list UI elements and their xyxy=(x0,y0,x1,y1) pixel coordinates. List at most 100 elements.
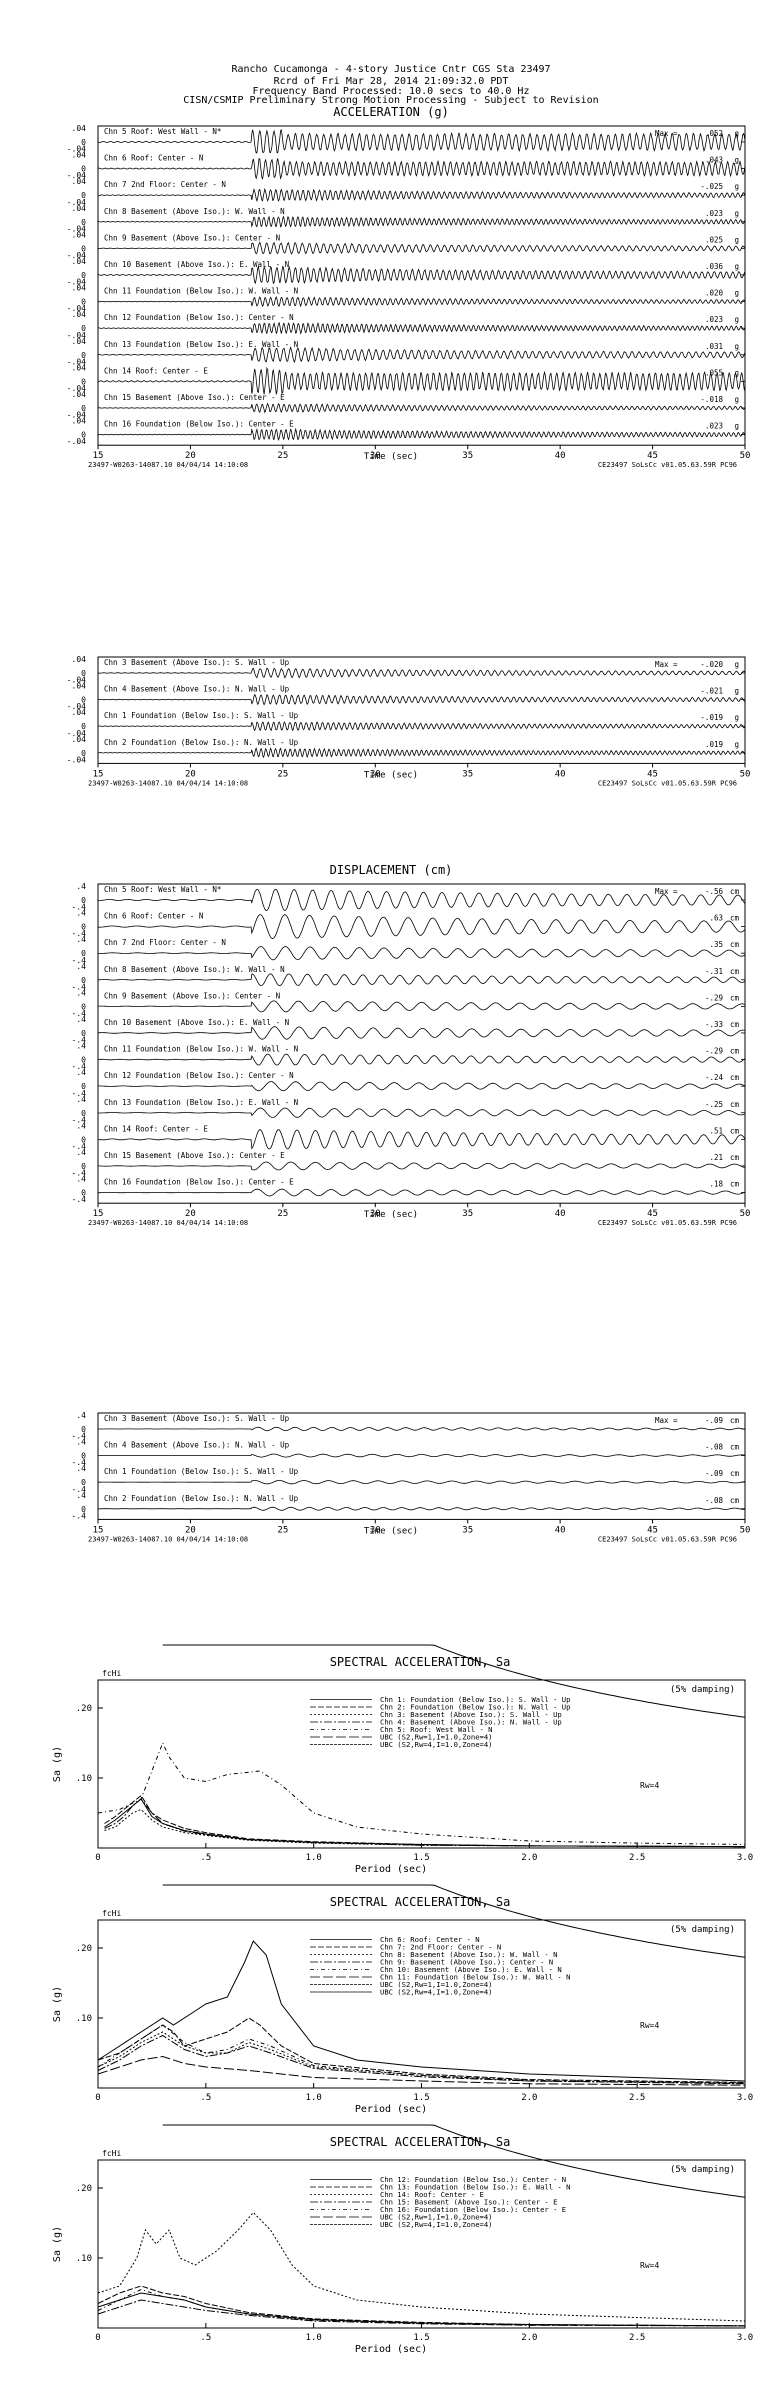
ytick-zero: 0 xyxy=(81,165,86,174)
ytick-label: .20 xyxy=(76,1944,92,1954)
waveform xyxy=(97,1000,746,1013)
channel-max: .020 xyxy=(705,289,724,298)
waveform xyxy=(97,747,746,759)
xtick-label: .5 xyxy=(200,2093,211,2103)
waveform xyxy=(98,265,746,285)
ytick-label-neg: -.04 xyxy=(67,224,86,233)
channel-label: Chn 4 Basement (Above Iso.): N. Wall - U… xyxy=(104,685,290,694)
ytick-zero: 0 xyxy=(81,669,86,678)
xaxis-label: Period (sec) xyxy=(355,1864,427,1875)
damping-label: (5% damping) xyxy=(670,1685,735,1695)
ytick-label: .04 xyxy=(72,708,87,717)
waveform xyxy=(98,1053,746,1066)
xtick-label: 30 xyxy=(370,451,381,461)
ytick-zero: 0 xyxy=(81,1189,86,1198)
channel-unit: g xyxy=(734,235,739,244)
legend-entry: Chn 10: Basement (Above Iso.): E. Wall -… xyxy=(380,1965,562,1974)
channel-max: .055 xyxy=(705,368,723,377)
ytick-label-neg: -.4 xyxy=(72,1009,87,1018)
spectral-title: SPECTRAL ACCELERATION, Sa xyxy=(330,1655,511,1669)
waveform xyxy=(97,187,746,203)
ytick-label: .4 xyxy=(76,882,86,891)
spectrum-series-line xyxy=(97,2288,746,2327)
waveform xyxy=(97,427,746,442)
footer-left: 23497-W0263-14087.10 04/04/14 14:10:08 xyxy=(88,1535,248,1543)
ytick-label-neg: -.04 xyxy=(67,411,86,420)
channel-label: Chn 7 2nd Floor: Center - N xyxy=(104,938,226,947)
legend-entry: Chn 9: Basement (Above Iso.): Center - N xyxy=(380,1958,553,1967)
spectral-title: SPECTRAL ACCELERATION, Sa xyxy=(330,2135,511,2149)
xtick-label: 2.5 xyxy=(629,2093,645,2103)
channel-label: Chn 13 Foundation (Below Iso.): E. Wall … xyxy=(104,1098,298,1107)
xtick-label: 0 xyxy=(95,2093,100,2103)
channel-label: Chn 11 Foundation (Below Iso.): W. Wall … xyxy=(104,287,298,296)
channel-unit: g xyxy=(734,713,739,722)
ytick-label-neg: -.4 xyxy=(72,1115,87,1124)
legend-entry: Chn 6: Roof: Center - N xyxy=(380,1935,480,1944)
ytick-label: .04 xyxy=(72,735,87,744)
ytick-label: .04 xyxy=(72,310,87,319)
ytick-label-neg: -.04 xyxy=(67,171,86,180)
ytick-label: .04 xyxy=(72,390,87,399)
xtick-label: 35 xyxy=(462,1209,473,1219)
channel-label: Chn 14 Roof: Center - E xyxy=(104,366,208,375)
ytick-label: .04 xyxy=(72,284,87,293)
xaxis-label: Time (sec) xyxy=(364,1526,418,1536)
legend-entry: Chn 3: Basement (Above Iso.): S. Wall - … xyxy=(380,1710,562,1719)
xtick-label: 15 xyxy=(93,1525,104,1535)
spectrum-series-line xyxy=(97,2292,746,2327)
ytick-label: .4 xyxy=(76,1068,86,1077)
footer-left: 23497-W0263-14087.10 04/04/14 14:10:08 xyxy=(88,779,248,787)
xtick-label: 20 xyxy=(185,769,196,779)
fchi-label: fcHi xyxy=(102,1909,121,1918)
ytick-zero: 0 xyxy=(81,244,86,253)
channel-unit: g xyxy=(734,368,739,377)
ytick-zero: 0 xyxy=(81,749,86,758)
header-line1: Rancho Cucamonga - 4-story Justice Cntr … xyxy=(231,64,550,75)
panel-frame xyxy=(97,883,746,1204)
channel-unit: cm xyxy=(730,1180,740,1189)
ytick-label-neg: -.04 xyxy=(67,755,86,764)
spectrum-series-line xyxy=(97,2017,746,2083)
ytick-zero: 0 xyxy=(81,218,86,227)
legend-entry: Chn 7: 2nd Floor: Center - N xyxy=(380,1943,501,1952)
ytick-label: .20 xyxy=(76,2184,92,2194)
yaxis-label: Sa (g) xyxy=(52,1986,63,2022)
ytick-label-neg: -.4 xyxy=(72,1432,87,1441)
channel-max: -.29 xyxy=(705,993,723,1002)
ytick-label: .4 xyxy=(76,1438,86,1447)
xtick-label: 40 xyxy=(555,1209,566,1219)
ytick-label-neg: -.04 xyxy=(67,251,86,260)
xtick-label: 40 xyxy=(555,769,566,779)
legend-entry: Chn 13: Foundation (Below Iso.): E. Wall… xyxy=(380,2183,570,2192)
ytick-label-neg: -.4 xyxy=(72,1485,87,1494)
footer-left: 23497-W0263-14087.10 04/04/14 14:10:08 xyxy=(88,1219,248,1227)
ytick-label: .04 xyxy=(72,257,87,266)
channel-label: Chn 10 Basement (Above Iso.): E. Wall - … xyxy=(104,1018,289,1027)
spectrum-series-line xyxy=(97,2055,746,2086)
channel-label: Chn 4 Basement (Above Iso.): N. Wall - U… xyxy=(104,1441,290,1450)
ytick-zero: 0 xyxy=(81,1002,86,1011)
rw-label: Rw=4 xyxy=(640,2261,659,2270)
ytick-zero: 0 xyxy=(81,976,86,985)
channel-max: -.33 xyxy=(705,1020,723,1029)
xaxis-label: Time (sec) xyxy=(364,770,418,780)
channel-label: Chn 3 Basement (Above Iso.): S. Wall - U… xyxy=(104,658,290,667)
ytick-label: .4 xyxy=(76,1491,86,1500)
legend-entry: UBC (S2,Rw=4,I=1.0,Zone=4) xyxy=(380,1988,493,1997)
panel-title: DISPLACEMENT (cm) xyxy=(330,863,453,877)
ytick-label-neg: -.04 xyxy=(67,198,86,207)
waveform xyxy=(98,1506,745,1511)
waveform xyxy=(97,721,746,732)
waveform xyxy=(97,215,746,228)
channel-max: -.09 xyxy=(705,1469,723,1478)
panel-frame xyxy=(97,125,746,446)
ytick-label: .04 xyxy=(72,204,87,213)
xaxis-label: Period (sec) xyxy=(355,2104,427,2115)
channel-unit: g xyxy=(734,209,739,218)
legend-entry: UBC (S2,Rw=1,I=1.0,Zone=4) xyxy=(380,1980,493,1989)
channel-label: Chn 7 2nd Floor: Center - N xyxy=(104,180,226,189)
